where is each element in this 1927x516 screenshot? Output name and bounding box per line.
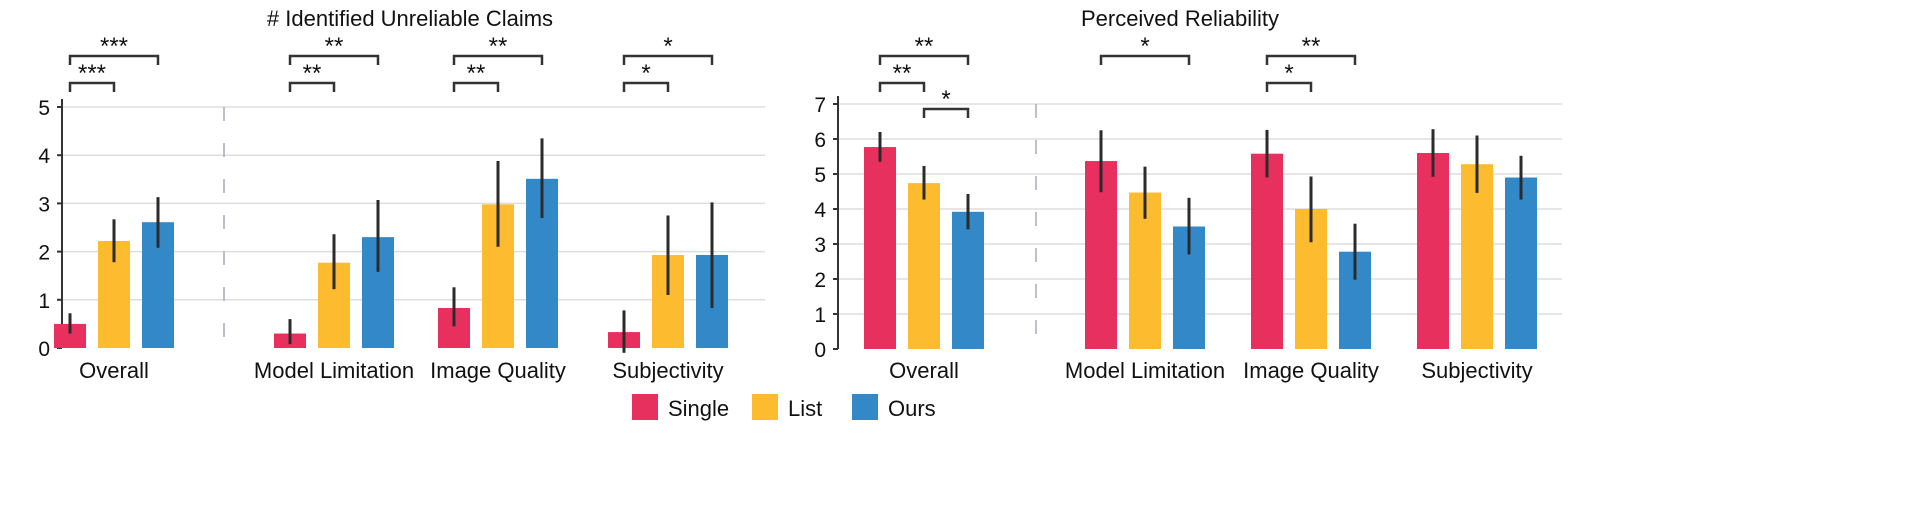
chart-title-left: # Identified Unreliable Claims [267, 6, 553, 31]
chart-panel-1: 0 1 2 3 4 5 6 7 Overall Model Limitation Image Qua… [814, 33, 1562, 383]
bar-list [908, 183, 940, 349]
significance-bracket [878, 54, 970, 65]
chart-panel-0: 0 1 2 3 4 5 Overall Model Limitation Image Quali… [38, 33, 765, 383]
significance-label: ** [467, 60, 486, 87]
significance-label: *** [78, 60, 106, 87]
significance-bracket [1265, 54, 1357, 65]
significance-label: ** [1302, 33, 1321, 60]
y-tick-label: 1 [814, 304, 826, 327]
significance-label: ** [915, 33, 934, 60]
significance-bracket [452, 54, 544, 65]
significance-label: ** [489, 33, 508, 60]
significance-bracket [288, 81, 336, 92]
significance-label: *** [100, 33, 128, 60]
bar-single [1417, 153, 1449, 349]
legend-swatch-list [752, 394, 778, 420]
significance-bracket [1099, 54, 1191, 65]
x-tick-label: Model Limitation [254, 358, 414, 383]
significance-label: ** [303, 60, 322, 87]
x-tick-label: Image Quality [430, 358, 566, 383]
significance-bracket [622, 54, 714, 65]
legend-label-single: Single [668, 396, 729, 421]
legend-swatch-single [632, 394, 658, 420]
y-tick-label: 4 [38, 145, 50, 168]
legend: Single List Ours [632, 394, 936, 421]
significance-bracket [922, 107, 970, 118]
bar-single [1085, 161, 1117, 349]
y-tick-label: 7 [814, 94, 826, 117]
significance-bracket [68, 81, 116, 92]
y-tick-label: 0 [38, 338, 50, 361]
y-tick-label: 6 [814, 129, 826, 152]
bar-single [1251, 153, 1283, 349]
bar-list [1461, 164, 1493, 349]
significance-bracket [288, 54, 380, 65]
y-tick-label: 5 [38, 97, 50, 120]
significance-bracket [452, 81, 500, 92]
significance-bracket [878, 81, 926, 92]
y-tick-label: 2 [814, 269, 826, 292]
significance-bracket [622, 81, 670, 92]
legend-swatch-ours [852, 394, 878, 420]
x-tick-label: Subjectivity [612, 358, 723, 383]
legend-label-ours: Ours [888, 396, 936, 421]
x-tick-label: Subjectivity [1421, 358, 1532, 383]
y-tick-label: 5 [814, 164, 826, 187]
significance-label: * [641, 60, 650, 87]
y-tick-label: 4 [814, 199, 826, 222]
y-tick-label: 1 [38, 290, 50, 313]
significance-label: * [1284, 60, 1293, 87]
chart-title-right: Perceived Reliability [1081, 6, 1279, 31]
significance-label: ** [325, 33, 344, 60]
significance-label: ** [893, 60, 912, 87]
significance-label: * [663, 33, 672, 60]
significance-label: * [1140, 33, 1149, 60]
significance-bracket [68, 54, 160, 65]
y-tick-label: 3 [38, 193, 50, 216]
bar-single [864, 147, 896, 349]
x-tick-label: Overall [889, 358, 959, 383]
y-tick-label: 2 [38, 242, 50, 265]
bar-ours [1505, 177, 1537, 349]
legend-label-list: List [788, 396, 822, 421]
x-tick-label: Model Limitation [1065, 358, 1225, 383]
y-tick-label: 3 [814, 234, 826, 257]
x-tick-label: Image Quality [1243, 358, 1379, 383]
y-tick-label: 0 [814, 339, 826, 362]
significance-bracket [1265, 81, 1313, 92]
x-tick-label: Overall [79, 358, 149, 383]
bar-ours [952, 211, 984, 349]
significance-label: * [941, 86, 950, 113]
